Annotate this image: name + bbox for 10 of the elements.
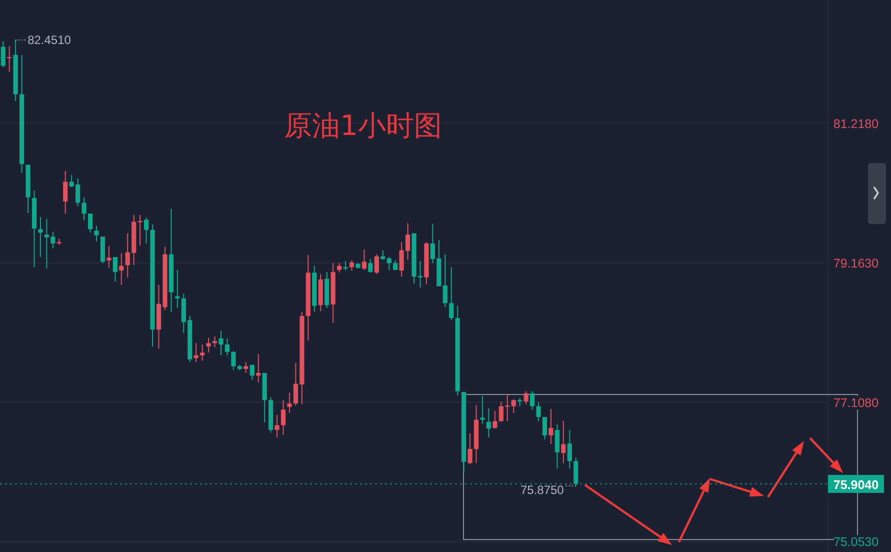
y-tick-label: 81.2180 bbox=[833, 117, 879, 132]
annotation: 75.8750 bbox=[520, 482, 564, 497]
annotation: 75.8750 bbox=[520, 482, 576, 497]
annotation: 82.4510 bbox=[28, 32, 72, 47]
y-tick-label: 75.0530 bbox=[833, 535, 879, 550]
text: 原油1小时图 bbox=[284, 109, 442, 142]
y-tick-label: 77.1080 bbox=[833, 396, 879, 410]
ref-line-label: 75.9040 bbox=[833, 478, 879, 492]
y-tick-label: 79.1630 bbox=[833, 256, 879, 270]
annotation: 82.4510 bbox=[15, 32, 71, 47]
